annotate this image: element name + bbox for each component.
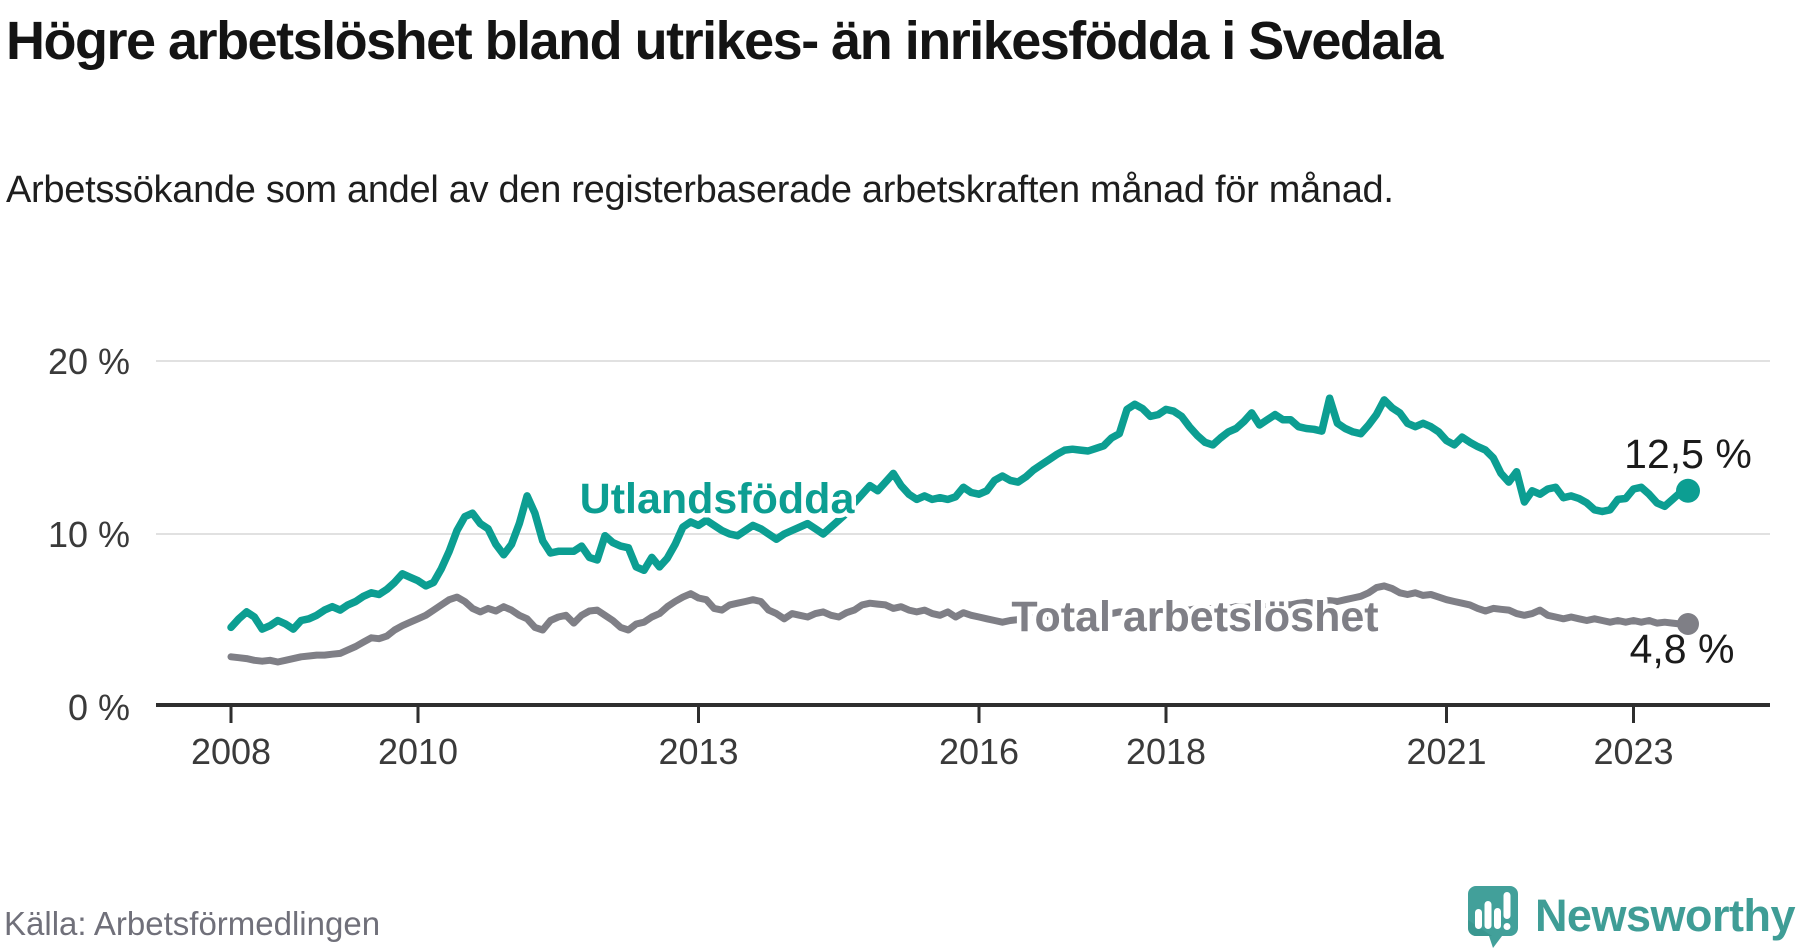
series-end-dot-utlandsfodda — [1676, 478, 1700, 503]
y-axis-tick-label: 20 % — [48, 341, 130, 382]
end-value-label-total: 4,8 % — [1630, 626, 1735, 672]
y-axis-tick-label: 0 % — [68, 687, 130, 728]
x-axis-tick-label: 2013 — [658, 731, 738, 772]
series-end-dot-total — [1677, 613, 1699, 635]
x-axis-tick-label: 2008 — [191, 731, 271, 772]
exclamation-bar-icon — [1503, 892, 1511, 919]
series-label-utlandsfodda: Utlandsfödda — [580, 475, 856, 523]
x-axis-tick-label: 2021 — [1406, 731, 1486, 772]
grid-layer — [156, 360, 1770, 535]
end-value-label-utlandsfodda: 12,5 % — [1624, 431, 1752, 477]
brand-name: Newsworthy — [1534, 890, 1796, 941]
source-credit: Källa: Arbetsförmedlingen — [4, 905, 381, 942]
x-axis-tick-label: 2023 — [1593, 731, 1673, 772]
brand-logo: Newsworthy — [1466, 884, 1796, 948]
x-axis-tick-label: 2010 — [378, 731, 458, 772]
page-title: Högre arbetslöshet bland utrikes- än inr… — [6, 11, 1443, 71]
exclamation-dot-icon — [1503, 923, 1511, 930]
series-label-total-arbetsloshet: Total arbetslöshet — [1011, 593, 1378, 641]
x-axis-tick-label: 2016 — [939, 731, 1019, 772]
x-axis-tick-label: 2018 — [1126, 731, 1206, 772]
tick-label-layer: 0 % 10 % 20 % 2008 2010 2013 2016 2018 2021 2023 — [48, 341, 1674, 772]
newsworthy-icon — [1467, 886, 1518, 948]
y-axis-tick-label: 10 % — [48, 514, 130, 555]
bar-icon-1 — [1474, 909, 1482, 929]
chart-subtitle: Arbetssökande som andel av den registerb… — [6, 169, 1394, 211]
x-tick-layer — [229, 707, 1635, 723]
series-line-utlandsfodda — [227, 394, 1692, 633]
bar-icon-3 — [1493, 908, 1501, 929]
series-line-total-arbetsloshet — [227, 582, 1692, 666]
bar-icon-2 — [1484, 901, 1492, 929]
